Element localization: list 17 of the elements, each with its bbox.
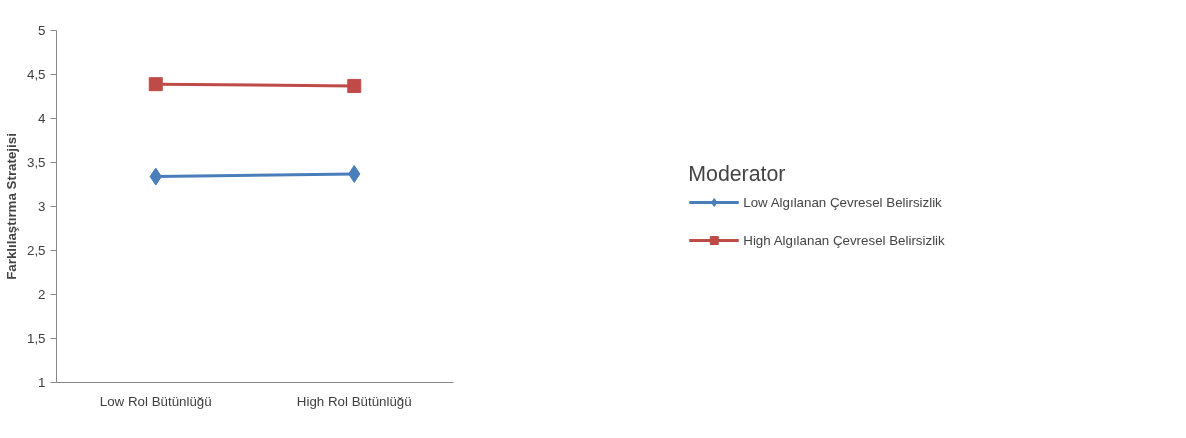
y-tick-label: 3 <box>38 199 46 214</box>
point <box>148 77 163 92</box>
y-tick-label: 3,5 <box>26 155 46 170</box>
x-tick-label: Low Rol Bütünlüğü <box>99 393 212 409</box>
legend-title: Moderator <box>688 162 787 187</box>
point <box>347 78 362 93</box>
y-tick-label: 2,5 <box>26 243 46 258</box>
y-tick-label: 2 <box>38 287 46 302</box>
legend-label: High Algılanan Çevresel Belirsizlik <box>743 232 945 248</box>
y-axis-title: Farklılaştırma Stratejisi <box>3 133 19 280</box>
y-tick-label: 1 <box>38 375 46 390</box>
y-tick-label: 1,5 <box>26 331 46 346</box>
x-tick-label: High Rol Bütünlüğü <box>296 393 412 409</box>
legend-label: Low Algılanan Çevresel Belirsizlik <box>743 194 942 210</box>
y-tick-label: 4,5 <box>26 67 46 82</box>
y-tick-label: 5 <box>38 23 46 38</box>
y-tick-label: 4 <box>38 111 47 126</box>
